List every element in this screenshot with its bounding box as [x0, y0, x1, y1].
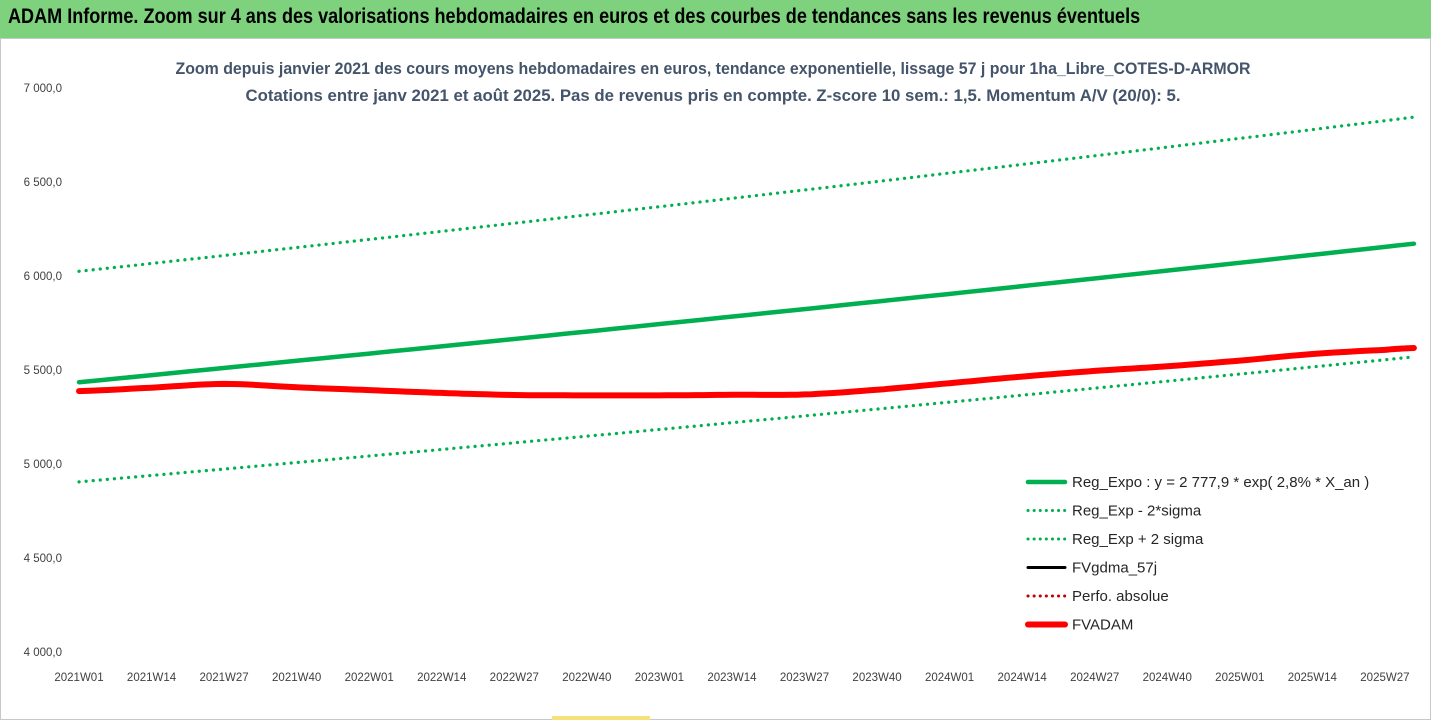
y-tick-label: 5 000,0	[24, 459, 62, 471]
x-tick-label: 2022W27	[490, 672, 539, 684]
x-tick-label: 2023W01	[635, 672, 684, 684]
x-tick-label: 2023W27	[780, 672, 829, 684]
x-tick-label: 2025W27	[1360, 672, 1409, 684]
plot-area	[76, 115, 1417, 484]
trend-chart: Zoom depuis janvier 2021 des cours moyen…	[24, 59, 1417, 684]
x-tick-label: 2023W40	[852, 672, 901, 684]
y-tick-label: 6 000,0	[24, 271, 62, 283]
legend-label: FVADAM	[1072, 617, 1133, 634]
series-line-2	[77, 115, 1416, 273]
x-tick-label: 2023W14	[707, 672, 757, 684]
y-axis: 4 000,0 4 500,0 5 000,0 5 500,0 6 000,0 6 500…	[24, 83, 62, 659]
legend-label: Reg_Exp - 2*sigma	[1072, 503, 1202, 520]
sheet-tab-indicator	[552, 716, 650, 720]
report-title: ADAM Informe. Zoom sur 4 ans des valoris…	[8, 5, 1141, 28]
x-tick-label: 2021W14	[127, 672, 177, 684]
x-tick-label: 2021W01	[54, 672, 103, 684]
x-axis: 2021W01 2021W14 2021W27 2021W40 2022W01 2022W…	[54, 672, 1409, 684]
x-tick-label: 2021W40	[272, 672, 321, 684]
x-tick-label: 2022W14	[417, 672, 467, 684]
x-tick-label: 2021W27	[199, 672, 248, 684]
x-tick-label: 2024W27	[1070, 672, 1119, 684]
chart-frame: Zoom depuis janvier 2021 des cours moyen…	[0, 38, 1431, 720]
y-tick-label: 7 000,0	[24, 83, 62, 95]
series-line-1	[77, 355, 1416, 484]
legend-label: Reg_Exp + 2 sigma	[1072, 531, 1204, 548]
legend: Reg_Expo : y = 2 777,9 * exp( 2,8% * X_a…	[1025, 474, 1369, 634]
report-banner: ADAM Informe. Zoom sur 4 ans des valoris…	[0, 0, 1431, 39]
x-tick-label: 2024W01	[925, 672, 974, 684]
y-tick-label: 5 500,0	[24, 365, 62, 377]
legend-label: Perfo. absolue	[1072, 588, 1169, 605]
chart-title: Zoom depuis janvier 2021 des cours moyen…	[176, 59, 1251, 78]
legend-label: FVgdma_57j	[1072, 560, 1157, 577]
x-tick-label: 2022W01	[345, 672, 394, 684]
legend-label: Reg_Expo : y = 2 777,9 * exp( 2,8% * X_a…	[1072, 474, 1369, 491]
series-line-5	[76, 345, 1417, 399]
x-tick-label: 2025W14	[1288, 672, 1338, 684]
x-tick-label: 2022W40	[562, 672, 611, 684]
x-tick-label: 2024W14	[998, 672, 1048, 684]
x-tick-label: 2024W40	[1143, 672, 1192, 684]
x-tick-label: 2025W01	[1215, 672, 1264, 684]
y-tick-label: 6 500,0	[24, 177, 62, 189]
y-tick-label: 4 500,0	[24, 553, 62, 565]
chart-subtitle: Cotations entre janv 2021 et août 2025. …	[246, 86, 1181, 105]
series-line-0	[76, 241, 1417, 385]
y-tick-label: 4 000,0	[24, 647, 62, 659]
